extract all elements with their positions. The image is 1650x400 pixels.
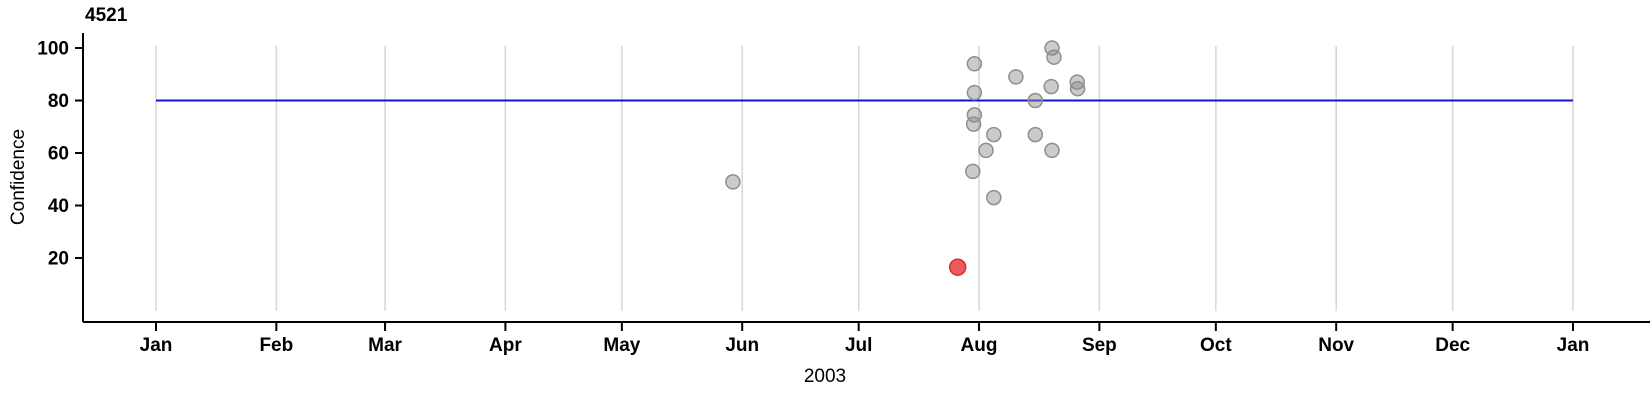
x-tick-label: Apr: [489, 335, 522, 356]
x-tick-label: Dec: [1435, 335, 1470, 356]
data-point: [1027, 92, 1044, 109]
data-point: [965, 116, 982, 132]
y-tick-label: 40: [48, 196, 69, 217]
x-tick-label: Jun: [725, 335, 759, 356]
data-point: [966, 56, 983, 72]
gridline-layer: [155, 46, 1574, 311]
y-tick-label: 60: [48, 144, 69, 165]
x-tick-label: Oct: [1200, 335, 1232, 356]
data-point: [1044, 142, 1060, 159]
data-point: [986, 126, 1002, 143]
data-point: [1027, 126, 1044, 143]
page-title: 4521: [85, 5, 128, 26]
data-point: [725, 174, 741, 190]
y-tick-label: 100: [37, 39, 69, 60]
data-point: [978, 142, 994, 159]
x-tick-label: Nov: [1318, 335, 1354, 356]
data-point: [986, 189, 1002, 206]
data-point: [1046, 49, 1062, 65]
data-point: [1069, 80, 1086, 97]
y-tick-label: 20: [48, 249, 69, 270]
y-tick-label: 80: [48, 91, 69, 112]
data-point-layer: [725, 40, 1086, 276]
x-tick-label: Sep: [1082, 335, 1117, 356]
x-tick-label: Jul: [845, 335, 872, 356]
x-tick-label: Mar: [368, 335, 402, 356]
data-point: [965, 163, 981, 180]
data-point: [1044, 40, 1060, 56]
x-tick-label: Aug: [961, 335, 998, 356]
axis-layer: 20 40 60 80 100 Jan Feb Mar Apr May Jun Jul Aug Sep Oc…: [37, 33, 1650, 356]
data-point: [1008, 69, 1024, 85]
y-axis-title: Confidence: [8, 129, 29, 225]
data-point: [1043, 78, 1059, 95]
x-tick-label: Jan: [140, 335, 173, 356]
x-tick-label: Feb: [259, 335, 293, 356]
x-axis-title: 2003: [804, 366, 846, 387]
data-point: [966, 84, 983, 101]
flagged-data-point: [948, 258, 967, 276]
x-tick-label: Jan: [1557, 335, 1590, 356]
x-tick-label: May: [603, 335, 640, 356]
